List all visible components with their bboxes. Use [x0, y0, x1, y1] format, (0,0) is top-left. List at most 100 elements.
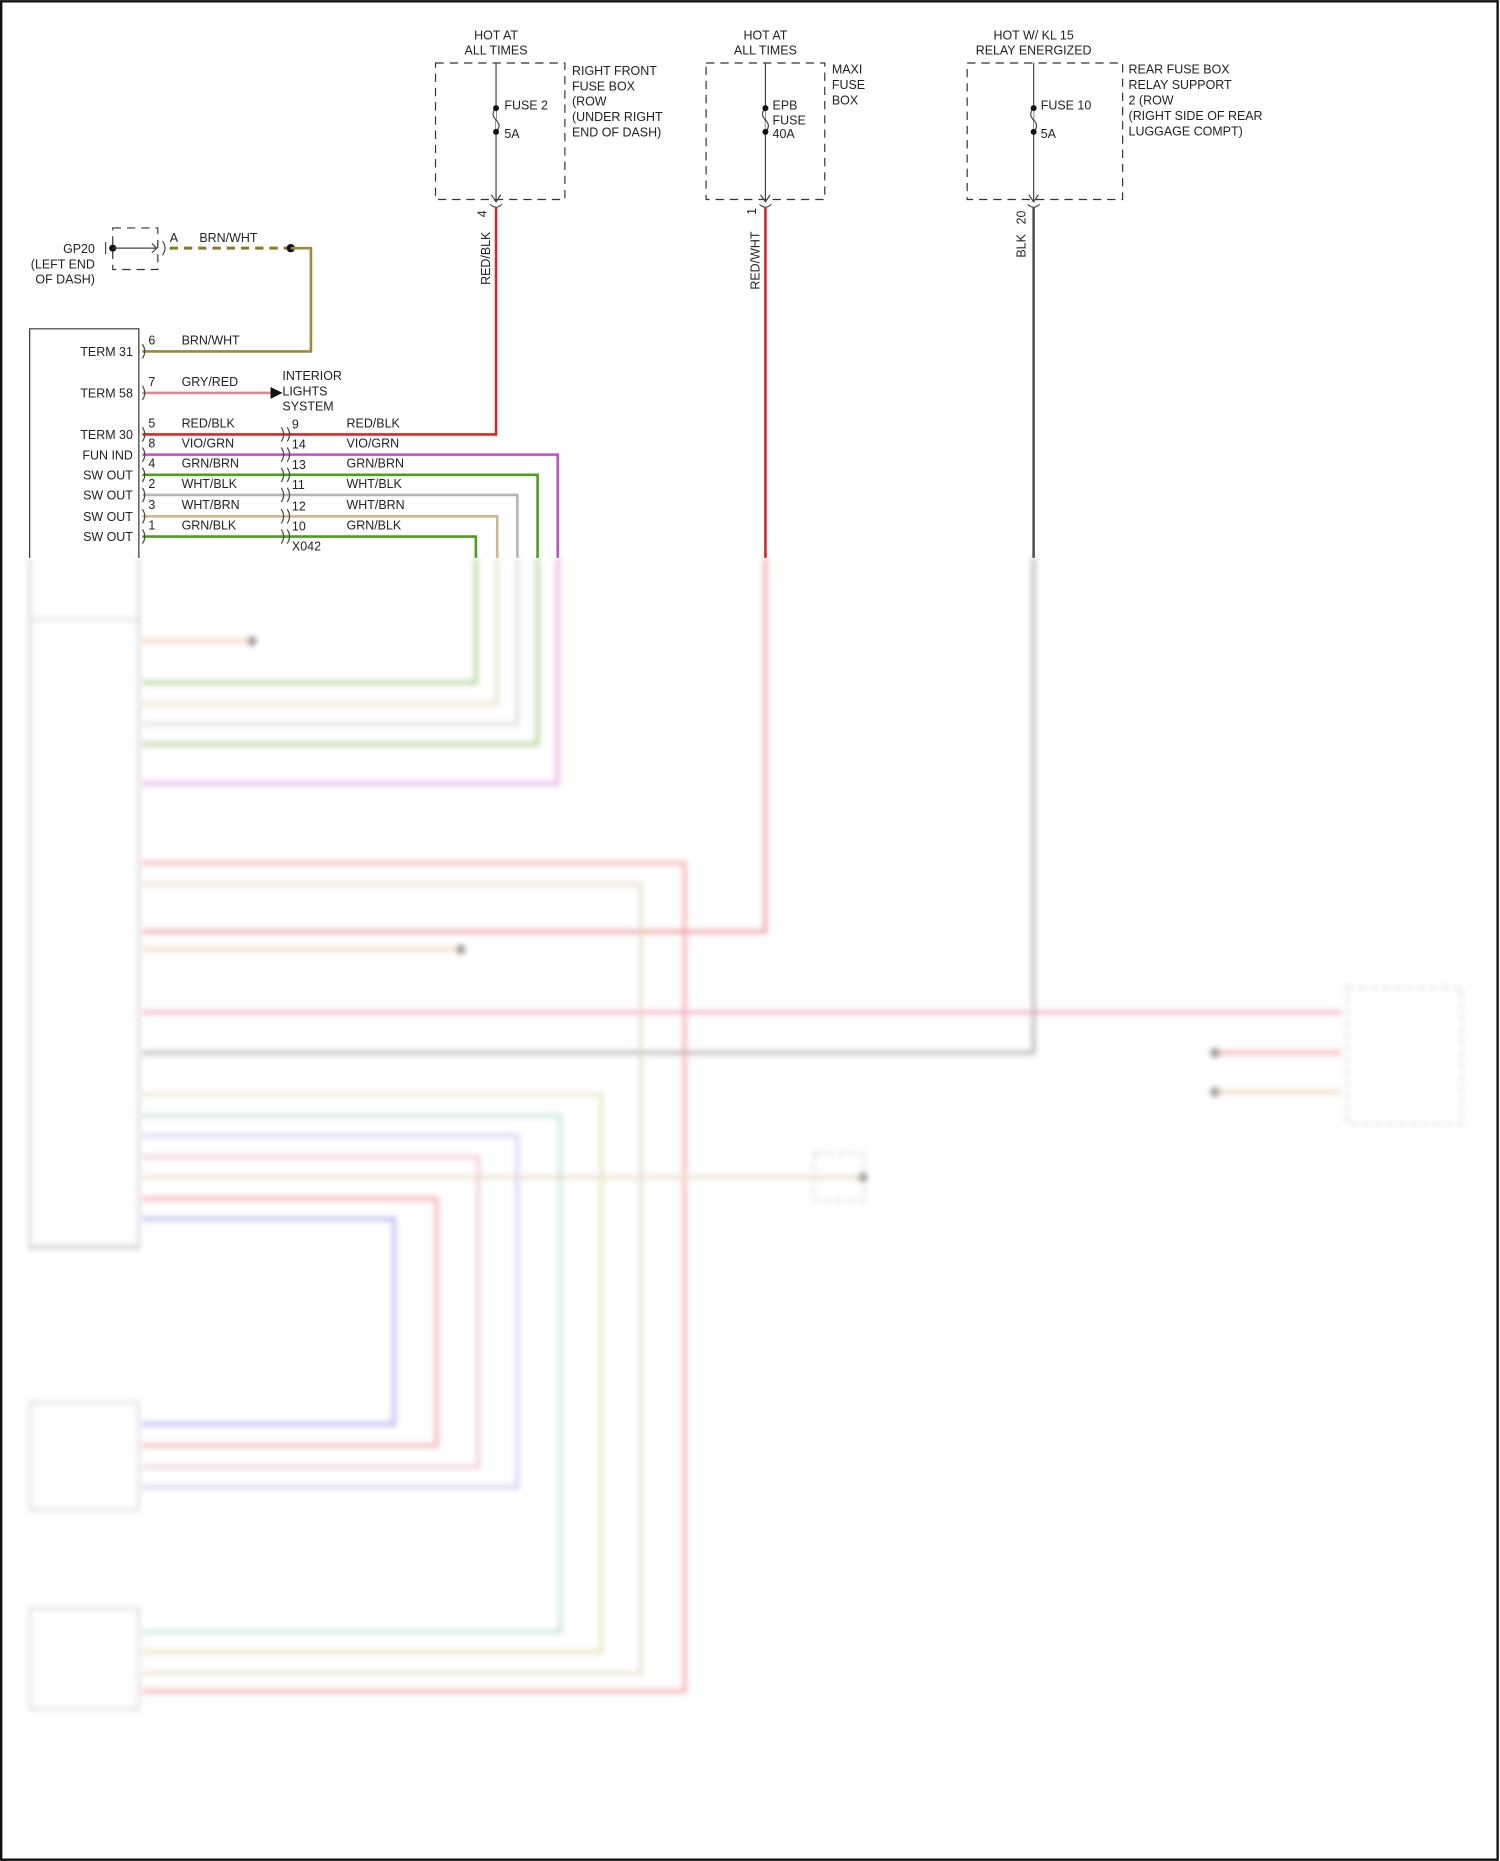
- wire-color-label: VIO/GRN: [347, 437, 400, 451]
- pin-number: 4: [148, 457, 155, 471]
- terminal-label: TERM 58: [80, 387, 133, 401]
- fuse-icon: [762, 105, 769, 112]
- connector-pin-icon: [280, 447, 291, 463]
- pin-number: A: [170, 231, 179, 245]
- pin-number: 1: [148, 518, 155, 532]
- connector-x042: 9 RED/BLK 14 VIO/GRN 13 GRN/BRN 11 WHT/BLK 12 WHT…: [280, 416, 405, 554]
- pin-number: 11: [292, 478, 305, 492]
- ground-location: OF DASH): [35, 273, 95, 287]
- connector-pin-icon: [280, 508, 291, 524]
- fuse-box-outline: [434, 62, 566, 201]
- condition-label: HOT AT: [474, 28, 518, 42]
- wire-brn-wht: [142, 246, 313, 353]
- terminal-label: TERM 31: [80, 345, 133, 359]
- connector-pin-icon: [141, 529, 146, 544]
- terminal-label: FUN IND: [82, 448, 133, 462]
- fuse-rating: 40A: [773, 127, 796, 141]
- fuse-name: EPB: [773, 98, 798, 112]
- fuse-name: FUSE: [773, 114, 806, 128]
- connector-pin-icon: [141, 508, 146, 524]
- fuse-name: FUSE 2: [504, 98, 548, 112]
- terminal-label: SW OUT: [83, 469, 133, 483]
- connector-pin-icon: [141, 385, 146, 401]
- ground-location: (LEFT END: [31, 257, 95, 271]
- wire-color-label: RED/BLK: [182, 416, 236, 430]
- interior-lights-label: SYSTEM: [282, 400, 333, 414]
- pin-number: 7: [148, 375, 155, 389]
- fuse-source-right-front: HOT AT ALL TIMES FUSE 2 5A RIGHT FRONT F…: [434, 28, 663, 285]
- pin-number: 6: [148, 333, 155, 347]
- wire-red-blk: [142, 207, 498, 436]
- pin-number: 12: [292, 499, 306, 513]
- ground-name: GP20: [63, 242, 95, 256]
- blurred-lower-diagram: [29, 557, 1463, 1710]
- location-label: END OF DASH): [572, 126, 661, 140]
- wire-color-label: GRY/RED: [182, 375, 239, 389]
- fuse-rating: 5A: [504, 127, 520, 141]
- wire-color-label: GRN/BLK: [182, 518, 237, 532]
- fuse-icon: [1030, 105, 1037, 112]
- wire-color-label: WHT/BLK: [182, 477, 238, 491]
- wire-wht-blk: [142, 493, 519, 558]
- wire-vio-grn: [142, 453, 560, 558]
- pin-number: 1: [745, 208, 759, 215]
- interior-lights-label: INTERIOR: [282, 369, 342, 383]
- location-label: RIGHT FRONT: [572, 64, 657, 78]
- location-label: FUSE BOX: [572, 79, 636, 93]
- connector-pin-icon: [141, 447, 146, 463]
- pin-number: 8: [148, 437, 155, 451]
- fuse-rating: 5A: [1041, 127, 1057, 141]
- location-label: (UNDER RIGHT: [572, 110, 663, 124]
- wires: [142, 207, 1035, 558]
- wire-wht-brn: [142, 515, 499, 558]
- wire-color-label: WHT/BRN: [182, 498, 240, 512]
- wire-color-label: RED/BLK: [347, 416, 401, 430]
- wire-grn-brn: [142, 473, 539, 558]
- pin-number: 13: [292, 458, 306, 472]
- ground-gp20: GP20 (LEFT END OF DASH) A BRN/WHT: [31, 227, 295, 287]
- connector-pin-icon: [141, 427, 146, 442]
- wire-color-label: VIO/GRN: [182, 437, 235, 451]
- pin-number: 14: [292, 438, 306, 452]
- wire-grn-blk: [142, 535, 478, 558]
- pin-number: 9: [292, 418, 299, 432]
- pin-number: 4: [476, 210, 490, 217]
- condition-label: ALL TIMES: [465, 44, 528, 58]
- location-label: FUSE: [832, 78, 865, 92]
- location-label: LUGGAGE COMPT): [1129, 124, 1243, 138]
- wire-color-label: BRN/WHT: [182, 333, 240, 347]
- location-label: MAXI: [832, 63, 862, 77]
- fuse-source-rear: HOT W/ KL 15 RELAY ENERGIZED FUSE 10 5A …: [966, 28, 1263, 258]
- location-label: (RIGHT SIDE OF REAR: [1129, 109, 1263, 123]
- terminal-label: SW OUT: [83, 530, 133, 544]
- pin-number: 2: [148, 477, 155, 491]
- connector-pin-icon: [141, 487, 146, 503]
- terminal-label: TERM 30: [80, 428, 133, 442]
- control-module: TERM 31 6 BRN/WHT TERM 58 7 GRY/RED TERM 30 5 RE…: [29, 328, 240, 558]
- terminal-label: SW OUT: [83, 510, 133, 524]
- pin-number: 5: [148, 416, 155, 430]
- connector-pin-icon: [280, 487, 291, 503]
- fuse-source-maxi: HOT AT ALL TIMES EPB FUSE 40A MAXI FUSE …: [705, 28, 865, 290]
- wire-color-label: BRN/WHT: [199, 231, 257, 245]
- wire-color-label: GRN/BRN: [347, 457, 404, 471]
- fuse-name: FUSE 10: [1041, 98, 1092, 112]
- terminal-label: SW OUT: [83, 489, 133, 503]
- ground-connector-outline: [112, 227, 159, 271]
- wire-color-label: BLK: [1014, 233, 1028, 257]
- wire-color-label: GRN/BRN: [182, 457, 239, 471]
- pin-number: 3: [148, 498, 155, 512]
- connector-pin-icon: [280, 427, 291, 442]
- pin-number: 20: [1014, 210, 1028, 224]
- connector-pin-icon: [280, 529, 291, 544]
- wire-color-label: RED/WHT: [748, 231, 762, 289]
- location-label: BOX: [832, 94, 859, 108]
- location-label: RELAY SUPPORT: [1129, 78, 1233, 92]
- connector-pin-icon: [141, 467, 146, 483]
- condition-label: HOT AT: [744, 28, 788, 42]
- arrow-icon: [270, 386, 283, 399]
- wire-color-label: RED/BLK: [479, 231, 493, 285]
- condition-label: RELAY ENERGIZED: [976, 44, 1092, 58]
- interior-lights-label: LIGHTS: [282, 384, 327, 398]
